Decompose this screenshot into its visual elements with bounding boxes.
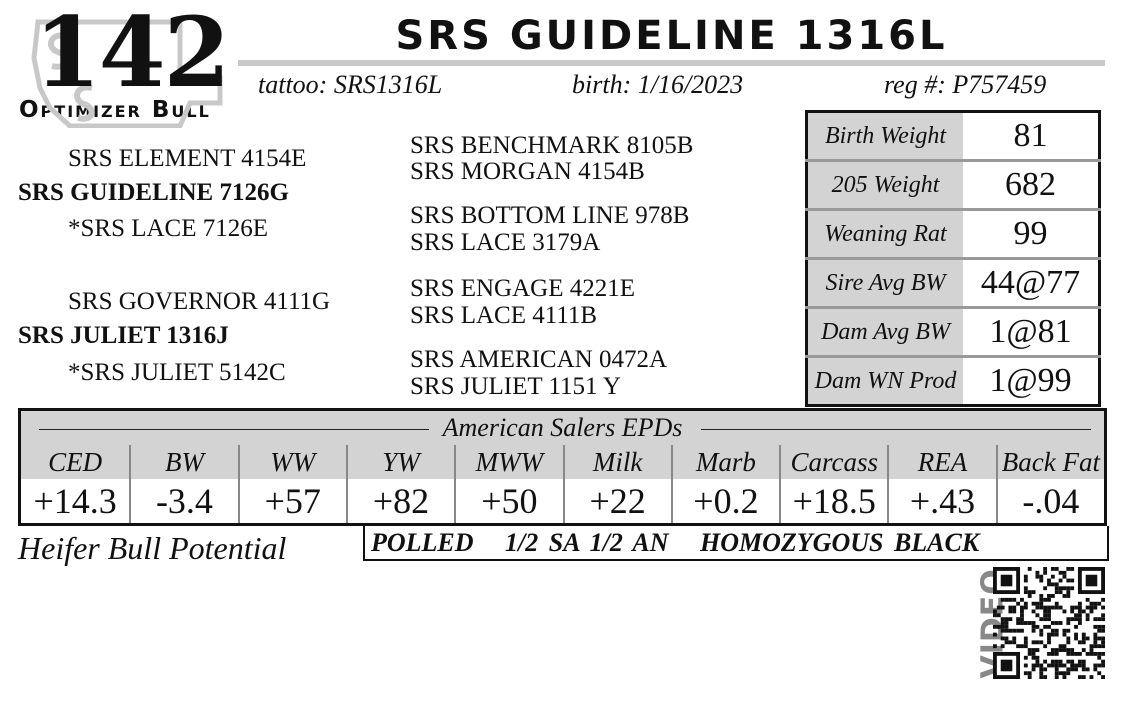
performance-table: Birth Weight 81 205 Weight 682 Weaning Rat… xyxy=(805,110,1101,407)
traits-box: POLLED 1/2 SA 1/2 AN HOMOZYGOUS BLACK xyxy=(363,526,1109,561)
qr-code[interactable] xyxy=(993,567,1105,679)
animal-name: SRS GUIDELINE 1316L xyxy=(395,13,948,59)
divider xyxy=(39,429,429,430)
stat-value: 44@77 xyxy=(963,258,1100,309)
stat-value: 682 xyxy=(963,160,1100,211)
epd-value: -3.4 xyxy=(129,479,237,523)
registration-number: reg #: P757459 xyxy=(884,70,1047,99)
epd-value: +22 xyxy=(562,479,671,523)
epd-value: -.04 xyxy=(995,479,1104,523)
epd-header-bw: BW xyxy=(129,445,238,479)
stat-row: Dam Avg BW 1@81 xyxy=(806,307,1100,358)
sd-sire: SRS BOTTOM LINE 978B xyxy=(410,202,690,229)
stat-label: Weaning Rat xyxy=(806,209,963,260)
epd-header-yw: YW xyxy=(345,445,455,479)
epd-table: American Salers EPDs CED BW WW YW MWW Milk Mar… xyxy=(18,408,1107,526)
epd-value: +14.3 xyxy=(33,481,117,521)
epd-value: +57 xyxy=(237,479,346,523)
ranch-logo xyxy=(31,19,223,128)
sd-dam: SRS LACE 3179A xyxy=(410,229,601,256)
stat-row: 205 Weight 682 xyxy=(806,160,1100,211)
epd-value: +50 xyxy=(454,479,562,523)
birth-date: birth: 1/16/2023 xyxy=(572,70,744,99)
stat-value: 99 xyxy=(963,209,1100,260)
epd-value: +18.5 xyxy=(779,479,887,523)
epd-title: American Salers EPDs xyxy=(442,413,683,442)
ss-dam: SRS MORGAN 4154B xyxy=(410,158,645,185)
dam: SRS JULIET 1316J xyxy=(18,322,229,349)
dd-sire: SRS AMERICAN 0472A xyxy=(410,346,667,373)
stat-label: Dam WN Prod xyxy=(806,356,963,406)
lot-number: 142 xyxy=(34,0,230,109)
ss-sire: SRS BENCHMARK 8105B xyxy=(410,132,694,159)
epd-value: +.43 xyxy=(887,479,995,523)
ds-dam: SRS LACE 4111B xyxy=(410,302,598,329)
epd-header-mww: MWW xyxy=(454,445,563,479)
epd-header: American Salers EPDs xyxy=(21,411,1104,445)
stat-value: 1@99 xyxy=(963,356,1100,406)
dd-dam: SRS JULIET 1151 Y xyxy=(410,373,621,400)
epd-header-back-fat: Back Fat xyxy=(995,445,1104,479)
sire-sire: SRS ELEMENT 4154E xyxy=(68,145,307,172)
stat-label: Birth Weight xyxy=(806,111,963,162)
epd-value: +0.2 xyxy=(670,479,779,523)
stat-row: Sire Avg BW 44@77 xyxy=(806,258,1100,309)
epd-header-milk: Milk xyxy=(562,445,671,479)
dam-sire: SRS GOVERNOR 4111G xyxy=(68,288,331,315)
epd-header-ww: WW xyxy=(237,445,346,479)
sire: SRS GUIDELINE 7126G xyxy=(18,179,289,206)
stat-value: 1@81 xyxy=(963,307,1100,358)
ds-sire: SRS ENGAGE 4221E xyxy=(410,275,636,302)
dam-dam: *SRS JULIET 5142C xyxy=(68,359,286,386)
heifer-note: Heifer Bull Potential xyxy=(18,530,287,566)
stat-row: Birth Weight 81 xyxy=(806,111,1100,162)
sire-dam: *SRS LACE 7126E xyxy=(68,215,269,242)
tattoo: tattoo: SRS1316L xyxy=(258,70,443,99)
epd-header-ced: CED xyxy=(21,445,130,479)
stat-row: Dam WN Prod 1@99 xyxy=(806,356,1100,406)
epd-value: +82 xyxy=(345,479,454,523)
epd-grid: CED BW WW YW MWW Milk Marb Carcass REA Back Fat +1… xyxy=(21,445,1104,523)
stat-row: Weaning Rat 99 xyxy=(806,209,1100,260)
divider xyxy=(701,429,1091,430)
stat-value: 81 xyxy=(963,111,1100,162)
epd-header-rea: REA xyxy=(887,445,996,479)
epd-header-carcass: Carcass xyxy=(779,445,888,479)
epd-header-marb: Marb xyxy=(670,445,780,479)
stat-label: Sire Avg BW xyxy=(806,258,963,309)
title-rule xyxy=(238,60,1105,66)
stat-label: Dam Avg BW xyxy=(806,307,963,358)
stat-label: 205 Weight xyxy=(806,160,963,211)
